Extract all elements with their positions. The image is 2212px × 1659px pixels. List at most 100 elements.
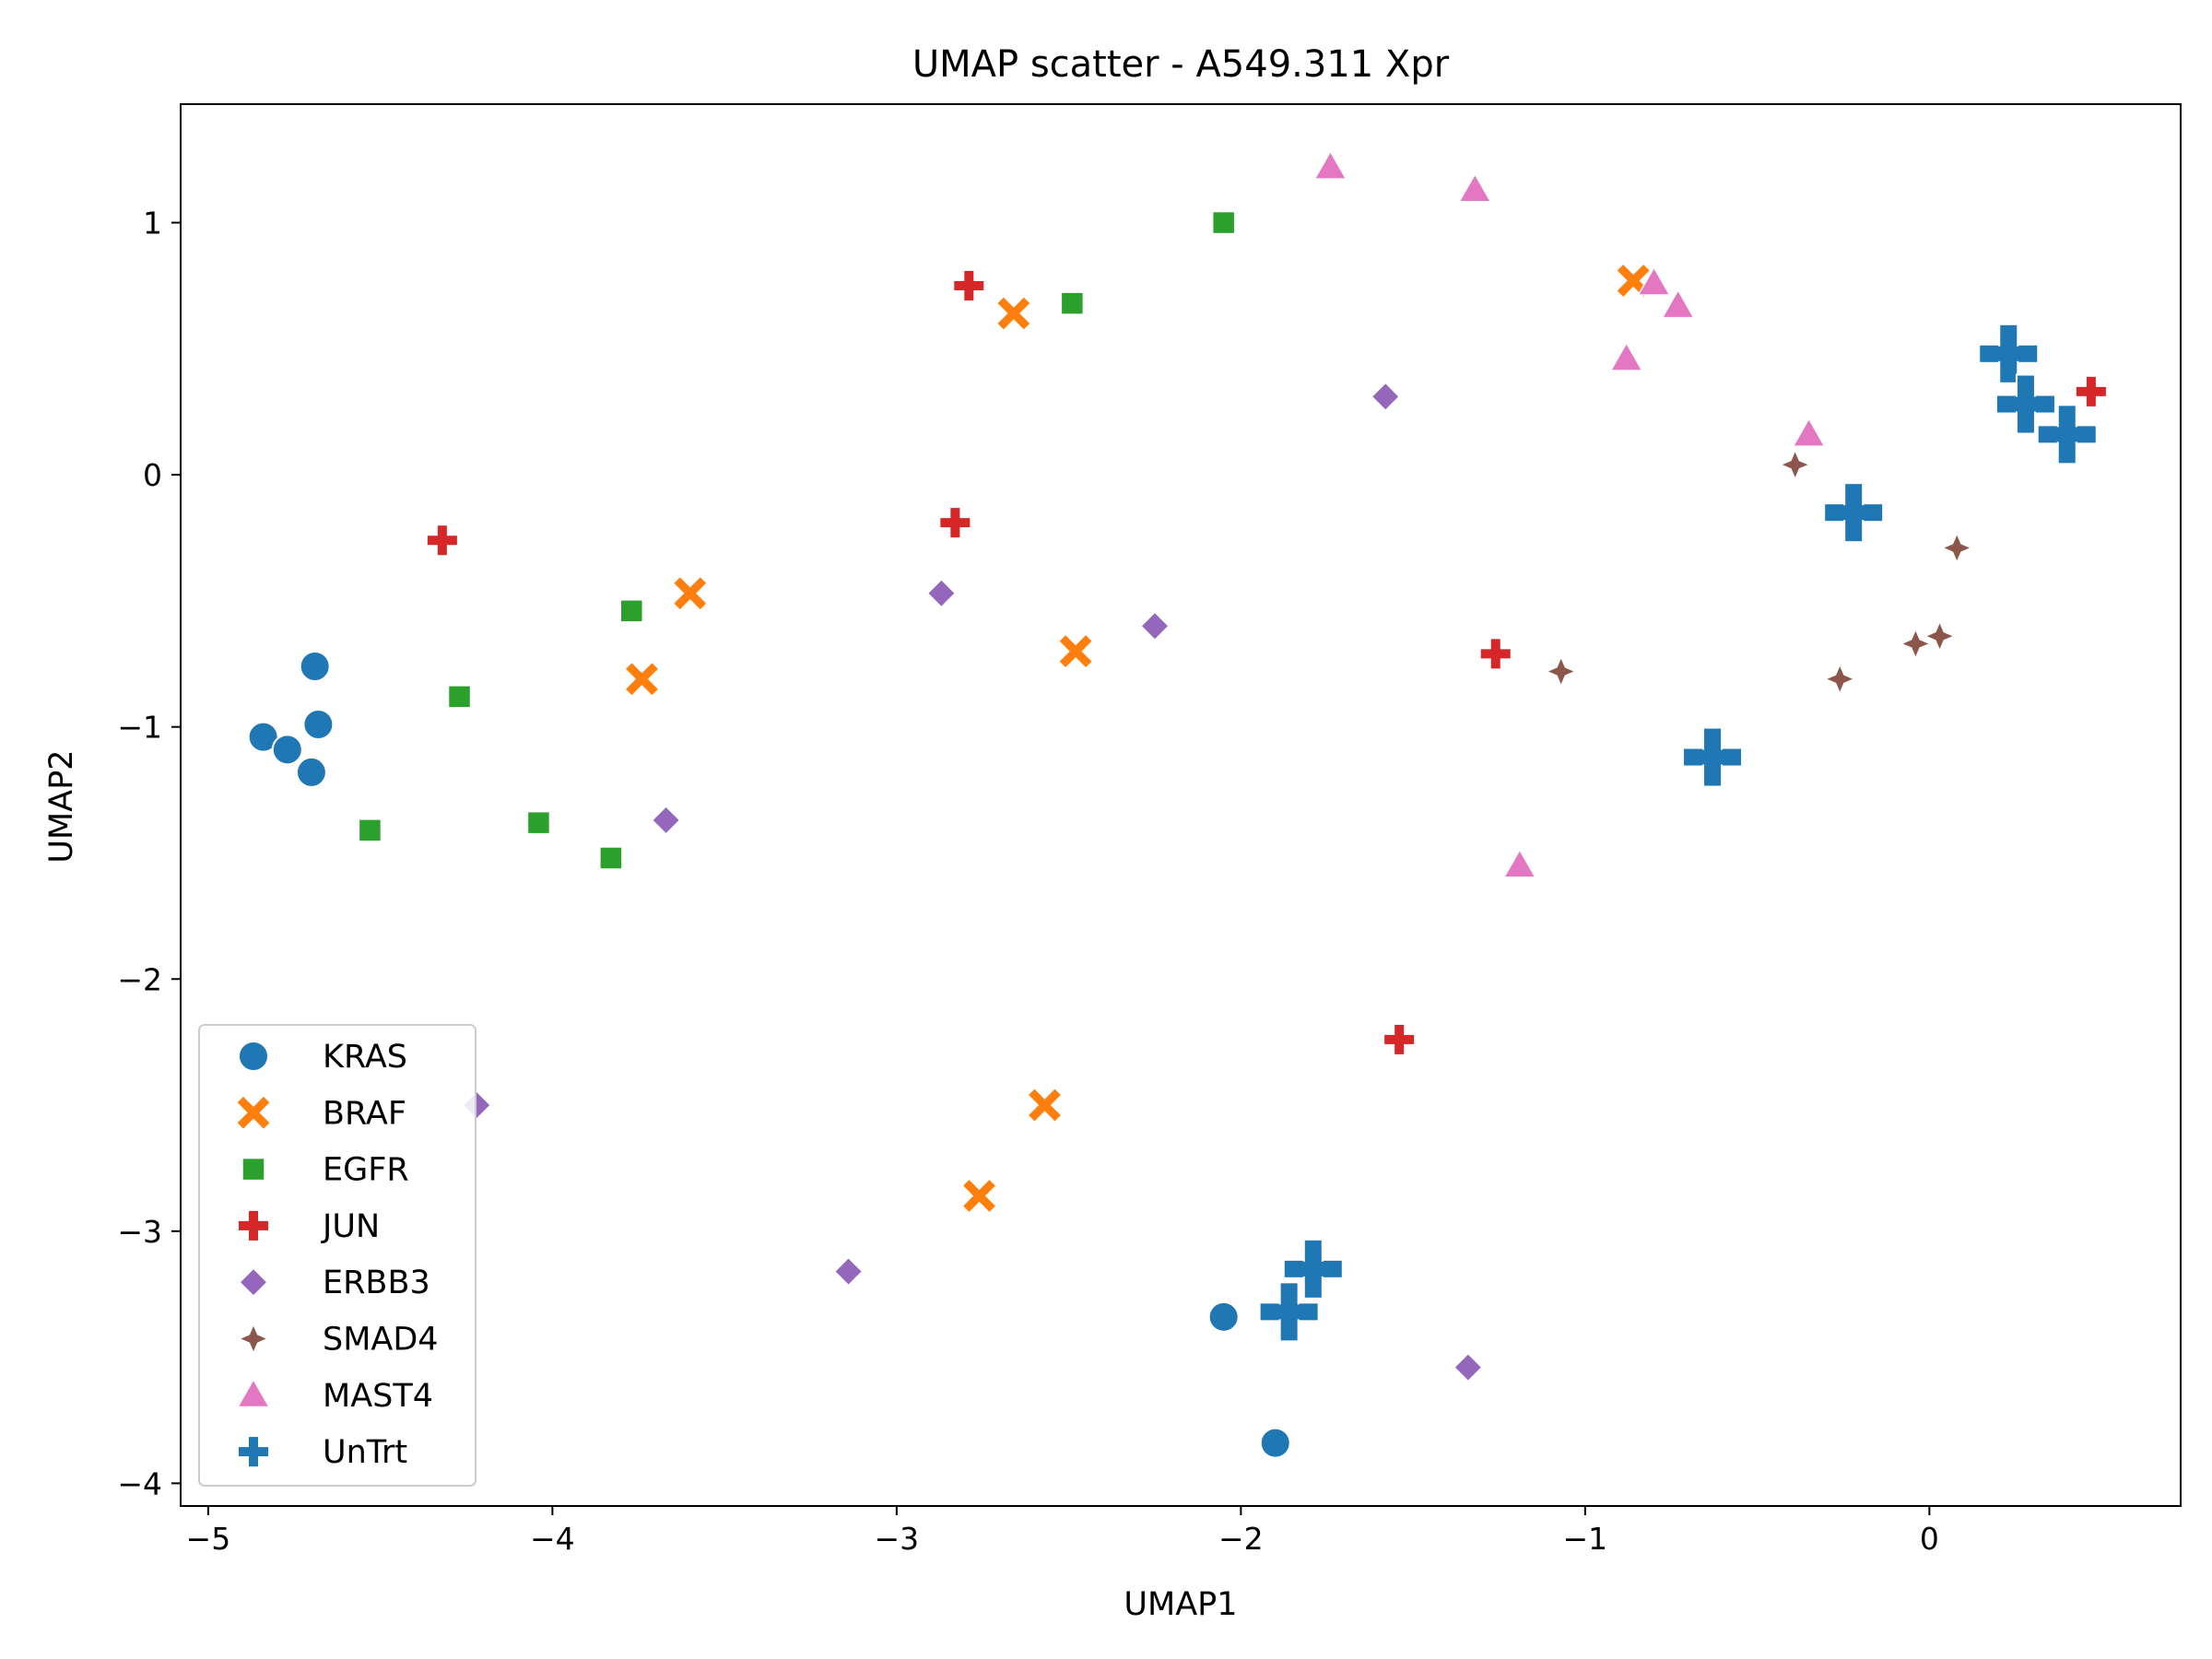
legend-item-mast4: MAST4	[236, 1378, 433, 1415]
point-kras	[299, 651, 331, 683]
point-kras	[1207, 1300, 1240, 1333]
legend-item-egfr: EGFR	[241, 1152, 409, 1189]
legend: KRAS BRAF EGFR JUN ERBB3 SMAD4 MAST4 UnTrt	[198, 1024, 477, 1487]
point-braf	[963, 1180, 995, 1212]
legend-item-jun: JUN	[239, 1208, 380, 1245]
point-jun	[954, 270, 984, 300]
point-egfr	[358, 818, 382, 842]
point-untrt	[1823, 482, 1885, 544]
y-tick-label: 0	[143, 457, 162, 493]
point-erbb3	[651, 805, 681, 835]
series-smad4	[1546, 449, 1972, 694]
legend-marker-braf	[237, 1096, 270, 1129]
series-erbb3	[462, 382, 1483, 1382]
point-jun	[2076, 376, 2106, 406]
point-erbb3	[1453, 1352, 1483, 1382]
legend-marker-kras	[238, 1041, 269, 1072]
point-braf	[997, 297, 1030, 330]
series-egfr	[358, 210, 1236, 870]
point-egfr	[1211, 210, 1236, 235]
point-braf	[1059, 635, 1092, 667]
point-erbb3	[1371, 382, 1401, 412]
y-tick-label: −2	[117, 961, 162, 997]
series-mast4	[1313, 149, 1826, 878]
legend-label: SMAD4	[323, 1322, 439, 1359]
y-tick-label: −1	[117, 710, 162, 746]
legend-marker-mast4	[236, 1378, 271, 1408]
x-tick-label: 0	[1920, 1521, 1939, 1557]
point-mast4	[1609, 341, 1643, 371]
point-untrt	[2036, 404, 2098, 465]
legend-marker-erbb3	[238, 1267, 269, 1298]
point-smad4	[1546, 656, 1576, 687]
y-tick-label: −4	[117, 1465, 162, 1501]
point-mast4	[1313, 149, 1347, 180]
x-tick-label: −1	[1563, 1521, 1608, 1557]
point-egfr	[526, 810, 551, 835]
point-smad4	[1941, 533, 1972, 563]
legend-label: KRAS	[323, 1039, 407, 1076]
legend-item-smad4: SMAD4	[238, 1322, 439, 1359]
point-jun	[940, 508, 971, 538]
legend-item-braf: BRAF	[237, 1095, 406, 1132]
legend-label: UnTrt	[323, 1434, 407, 1471]
point-braf	[626, 663, 658, 696]
point-erbb3	[833, 1256, 864, 1287]
point-kras	[247, 721, 279, 753]
point-braf	[674, 577, 707, 610]
legend-marker-untrt	[239, 1437, 268, 1467]
legend-label: MAST4	[323, 1378, 433, 1415]
point-braf	[1617, 265, 1650, 297]
point-kras	[302, 708, 335, 740]
axis-ticks: −5 −4 −3 −2 −1 0 −4 −3 −2 −1 0 1	[117, 206, 1939, 1557]
point-jun	[427, 525, 457, 556]
y-tick-label: 1	[143, 206, 162, 241]
point-erbb3	[926, 578, 957, 608]
x-tick-label: −3	[875, 1521, 920, 1557]
legend-marker-egfr	[241, 1157, 265, 1182]
x-tick-label: −2	[1218, 1521, 1264, 1557]
point-untrt	[1994, 373, 2056, 435]
point-kras	[1259, 1427, 1291, 1459]
point-smad4	[1780, 449, 1810, 480]
legend-item-erbb3: ERBB3	[238, 1265, 430, 1301]
point-egfr	[619, 599, 644, 623]
x-axis-label: UMAP1	[1124, 1586, 1237, 1623]
series-kras	[247, 651, 1291, 1459]
legend-item-untrt: UnTrt	[239, 1434, 407, 1471]
point-mast4	[1637, 265, 1671, 296]
point-smad4	[1924, 620, 1955, 652]
point-kras	[295, 756, 327, 788]
x-tick-label: −5	[186, 1521, 231, 1557]
y-axis-label: UMAP2	[43, 749, 80, 863]
point-untrt	[1978, 323, 2040, 384]
data-points	[247, 149, 2106, 1459]
point-untrt	[1682, 726, 1744, 788]
point-jun	[1480, 639, 1511, 669]
point-egfr	[599, 846, 623, 870]
point-egfr	[1060, 291, 1085, 315]
legend-label: ERBB3	[323, 1265, 430, 1301]
point-mast4	[1661, 288, 1695, 319]
y-tick-label: −3	[117, 1214, 162, 1250]
legend-label: EGFR	[323, 1152, 409, 1189]
point-jun	[1384, 1024, 1415, 1054]
series-untrt	[1258, 323, 2098, 1343]
series-braf	[626, 265, 1650, 1212]
legend-marker-smad4	[238, 1324, 269, 1354]
point-smad4	[1824, 664, 1855, 694]
x-tick-label: −4	[530, 1521, 575, 1557]
point-untrt	[1258, 1281, 1320, 1343]
legend-box	[198, 1024, 477, 1487]
point-egfr	[447, 685, 472, 709]
point-smad4	[1900, 629, 1931, 659]
chart-title: UMAP scatter - A549.311 Xpr	[912, 43, 1450, 86]
point-mast4	[1458, 172, 1492, 203]
point-untrt	[1282, 1238, 1344, 1300]
legend-marker-jun	[239, 1210, 268, 1241]
point-braf	[1029, 1088, 1061, 1122]
point-mast4	[1792, 417, 1826, 447]
series-jun	[427, 270, 2106, 1054]
plot-frame	[180, 103, 2182, 1507]
